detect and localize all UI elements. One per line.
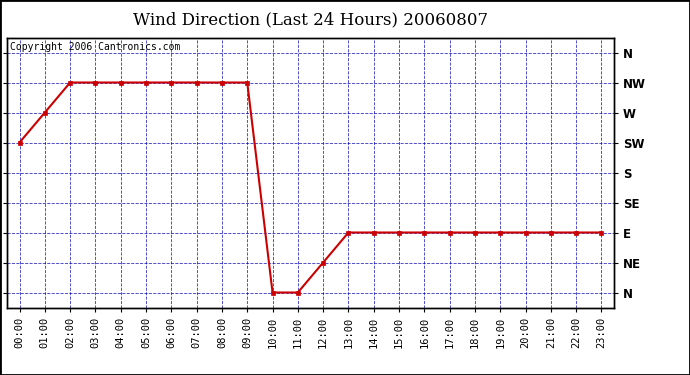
Text: Copyright 2006 Cantronics.com: Copyright 2006 Cantronics.com [10,42,180,51]
Text: Wind Direction (Last 24 Hours) 20060807: Wind Direction (Last 24 Hours) 20060807 [133,11,488,28]
